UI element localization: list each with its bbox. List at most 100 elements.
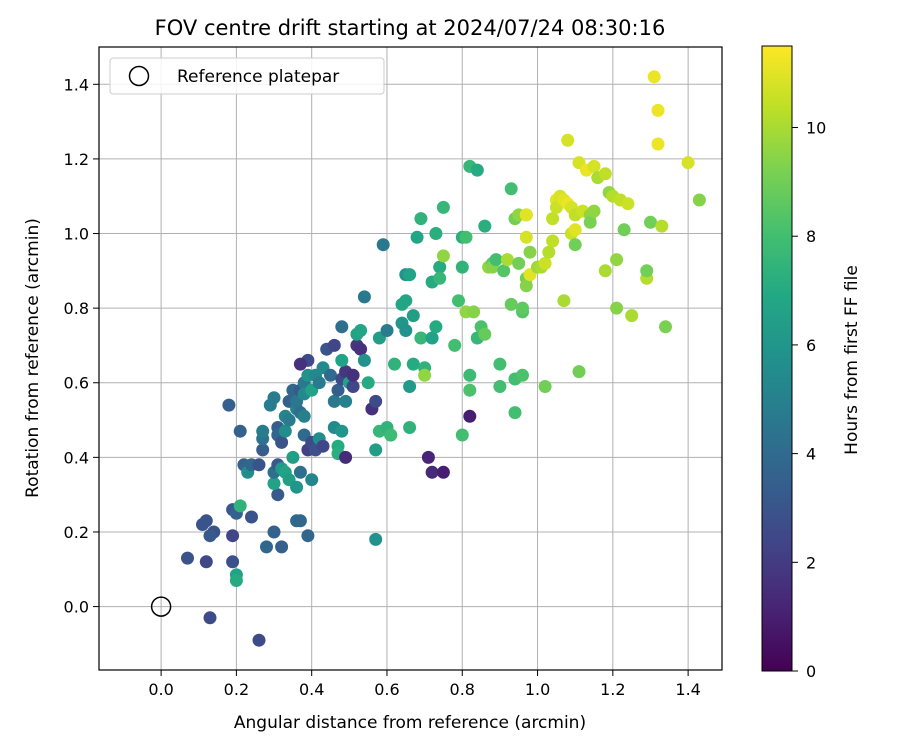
- scatter-point: [659, 320, 672, 334]
- scatter-point: [512, 256, 526, 270]
- scatter-point: [275, 540, 289, 554]
- scatter-point: [414, 212, 428, 226]
- scatter-point: [252, 633, 266, 647]
- scatter-point: [478, 219, 492, 233]
- scatter-point: [436, 200, 450, 214]
- scatter-point: [293, 465, 307, 479]
- scatter-point: [617, 223, 631, 237]
- scatter-point: [414, 331, 428, 345]
- scatter-point: [489, 253, 503, 267]
- scatter-point: [327, 338, 341, 352]
- scatter-point: [433, 271, 447, 285]
- plot-area: 0.0 0.2 0.4 0.6 0.8 1.0 1.2 1.4 0.0 0.2 0.4 0.6 0.8…: [64, 46, 723, 699]
- scatter-point: [557, 294, 571, 308]
- scatter-point: [452, 294, 465, 308]
- scatter-point: [561, 133, 575, 147]
- y-tick-label: 1.4: [64, 75, 89, 94]
- plot-frame: [98, 46, 723, 671]
- scatter-point: [301, 529, 315, 543]
- scatter-point: [282, 413, 296, 427]
- scatter-point: [346, 380, 360, 393]
- scatter-point: [519, 208, 533, 222]
- scatter-point: [403, 268, 417, 282]
- scatter-point: [546, 212, 560, 226]
- scatter-point: [354, 324, 368, 337]
- scatter-point: [267, 525, 281, 539]
- scatter-point: [421, 450, 435, 464]
- colorbar-tick-label: 10: [806, 119, 826, 138]
- scatter-point: [293, 514, 307, 528]
- scatter-point: [260, 540, 273, 554]
- scatter-point: [267, 391, 281, 405]
- scatter-point: [583, 215, 597, 229]
- scatter-point: [399, 294, 413, 308]
- scatter-point: [516, 301, 529, 315]
- y-tick-label: 1.0: [64, 225, 89, 244]
- colorbar: 0 2 4 6 8 10 Hours from first FF file: [761, 45, 862, 681]
- scatter-point: [493, 380, 507, 393]
- grid-lines: [99, 47, 722, 670]
- scatter-point: [493, 357, 507, 371]
- scatter-point: [546, 234, 560, 248]
- scatter-point: [433, 260, 447, 274]
- scatter-point: [278, 424, 292, 438]
- x-tick-label: 0.2: [224, 680, 249, 699]
- colorbar-frame: [761, 45, 793, 672]
- scatter-point: [369, 443, 383, 457]
- x-tick-label: 0.0: [148, 680, 173, 699]
- scatter-point: [293, 357, 307, 371]
- scatter-points: [181, 70, 706, 647]
- y-tick-label: 0.4: [64, 448, 89, 467]
- scatter-point: [523, 245, 537, 259]
- scatter-point: [463, 409, 477, 423]
- scatter-point: [519, 279, 533, 293]
- scatter-point: [181, 551, 194, 565]
- scatter-point: [538, 380, 552, 393]
- scatter-point: [354, 342, 368, 356]
- scatter-point: [425, 331, 439, 345]
- x-axis-label: Angular distance from reference (arcmin): [234, 713, 586, 733]
- scatter-point: [467, 305, 481, 319]
- scatter-point: [252, 458, 266, 472]
- y-tick-label: 0.8: [64, 299, 89, 318]
- scatter-point: [516, 368, 529, 382]
- scatter-point: [647, 70, 661, 84]
- x-tick-label: 1.2: [600, 680, 625, 699]
- scatter-point: [448, 338, 462, 352]
- scatter-point: [346, 368, 360, 382]
- scatter-point: [376, 238, 390, 252]
- scatter-point: [403, 421, 417, 434]
- scatter-point: [500, 253, 514, 267]
- scatter-point: [357, 290, 371, 304]
- scatter-point: [692, 193, 706, 207]
- colorbar-tick-label: 8: [806, 227, 816, 246]
- scatter-point: [459, 230, 473, 244]
- scatter-point: [256, 443, 270, 457]
- scatter-point: [478, 327, 492, 341]
- scatter-point: [497, 264, 511, 278]
- scatter-point: [436, 249, 450, 263]
- scatter-point: [429, 227, 443, 240]
- scatter-point: [275, 435, 289, 449]
- scatter-point: [568, 238, 582, 252]
- x-tick-label: 0.4: [299, 680, 324, 699]
- scatter-point: [587, 204, 601, 218]
- scatter-point: [538, 256, 552, 270]
- scatter-point: [222, 398, 236, 412]
- scatter-point: [324, 368, 337, 382]
- scatter-point: [384, 428, 398, 442]
- scatter-point: [519, 230, 533, 244]
- scatter-point: [403, 380, 417, 393]
- y-tick-label: 0.2: [64, 523, 89, 542]
- scatter-point: [335, 424, 349, 438]
- y-tick-label: 0.0: [64, 598, 89, 617]
- reference-platepar-marker: [150, 596, 172, 617]
- colorbar-tick-label: 6: [806, 336, 816, 355]
- y-tick-label: 0.6: [64, 374, 89, 393]
- scatter-point: [504, 182, 518, 196]
- y-axis-label: Rotation from reference (arcmin): [23, 218, 43, 498]
- scatter-point: [610, 301, 624, 315]
- x-tick-label: 1.0: [525, 680, 550, 699]
- scatter-point: [199, 555, 213, 569]
